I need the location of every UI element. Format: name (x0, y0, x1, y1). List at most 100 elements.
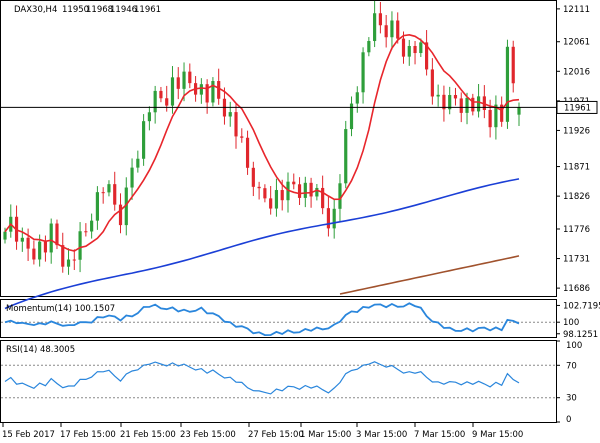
candle (147, 106, 151, 131)
candle (3, 227, 7, 244)
candle (240, 128, 244, 143)
candle (338, 174, 342, 222)
ohlc-close-label: 11961 (134, 5, 161, 15)
price-tick-label: 11686 (563, 284, 590, 294)
candle (107, 180, 111, 197)
time-tick-label: 23 Feb 15:00 (180, 430, 236, 440)
momentum-tick-label: 102.7195 (563, 301, 600, 311)
price-tick-label: 11776 (563, 225, 590, 235)
candle (430, 58, 434, 105)
rsi-line (4, 361, 520, 395)
candle (43, 235, 48, 262)
candle (188, 63, 192, 89)
candle (367, 37, 371, 57)
momentum-label: Momentum(14) 100.1507 (6, 304, 115, 314)
time-tick-label: 3 Mar 15:00 (356, 430, 407, 440)
rsi-tick-label: 0 (566, 415, 571, 425)
candle (257, 181, 261, 200)
sma-long-line (339, 255, 520, 295)
candle (419, 38, 423, 57)
momentum-line (4, 302, 520, 337)
candle (511, 40, 515, 93)
momentum-panel-frame (0, 299, 557, 338)
candle (72, 249, 76, 271)
candle (251, 161, 255, 197)
time-tick-label: 9 Mar 15:00 (472, 430, 523, 440)
candle (263, 184, 267, 203)
rsi-tick-label: 100 (566, 341, 582, 351)
price-tick-label: 11826 (563, 192, 590, 202)
candle (26, 228, 30, 261)
candle (130, 158, 134, 200)
main-price-axis: 1211112061120161197111926118711182611776… (556, 5, 598, 294)
candle (217, 68, 221, 105)
price-tick-label: 12016 (563, 67, 590, 77)
symbol-label: DAX30,H4 (14, 5, 57, 15)
candle (505, 39, 510, 129)
candle (66, 248, 71, 275)
rsi-tick-label: 30 (566, 394, 577, 404)
price-tick-label: 11731 (563, 255, 590, 265)
rsi-label: RSI(14) 48.3005 (6, 345, 75, 355)
candle (321, 175, 325, 215)
candle (355, 86, 359, 113)
candle (199, 78, 203, 104)
candle (413, 41, 417, 65)
candle (361, 47, 365, 104)
candle (170, 66, 175, 114)
candle (442, 85, 446, 122)
candle (384, 14, 388, 48)
main-panel-frame (0, 0, 557, 297)
candle (274, 178, 279, 217)
candle (425, 30, 429, 76)
candle (390, 11, 394, 50)
price-tick-label: 11871 (563, 163, 590, 173)
price-tick-label: 12111 (563, 5, 590, 15)
candle (292, 173, 296, 190)
candle (176, 67, 180, 100)
time-axis: 15 Feb 2017 17 Feb 15:00 21 Feb 15:00 23 Fe… (2, 423, 523, 440)
candle (205, 79, 209, 114)
candle (401, 31, 406, 64)
candle (153, 85, 157, 124)
candle (297, 177, 302, 206)
momentum-tick-label: 98.1251 (563, 330, 598, 340)
momentum-plot-area (1, 302, 556, 337)
momentum-tick-label: 100 (563, 318, 579, 328)
momentum-axis: 102.7195 100 98.1251 (556, 301, 600, 340)
candle (326, 196, 331, 237)
candle (471, 93, 475, 116)
candle (90, 213, 94, 239)
ohlc-low-label: 11946 (110, 5, 137, 15)
candle (436, 84, 440, 107)
candle (517, 102, 521, 126)
rsi-axis: 100 70 30 0 (556, 340, 582, 425)
candle (332, 198, 336, 239)
candle (303, 176, 307, 208)
candle (315, 184, 319, 201)
main-plot-area (1, 0, 556, 310)
candle (234, 102, 238, 149)
candle (396, 12, 400, 44)
candle (453, 87, 458, 106)
candle (407, 39, 411, 66)
candle (95, 186, 99, 230)
candle (476, 84, 481, 118)
last-price-label: 11961 (564, 103, 591, 113)
ohlc-high-label: 11968 (86, 5, 113, 15)
sma-short-line (4, 33, 520, 252)
last-price-box (556, 100, 598, 114)
candle (136, 150, 140, 173)
candle (101, 187, 105, 204)
candle (465, 92, 469, 125)
time-tick-label: 17 Feb 15:00 (60, 430, 116, 440)
candle (228, 101, 232, 127)
rsi-panel-frame (0, 340, 557, 423)
candle (378, 1, 382, 34)
time-tick-label: 27 Feb 15:00 (248, 430, 304, 440)
price-tick-label: 11926 (563, 126, 590, 136)
candle (245, 130, 250, 175)
time-tick-label: 21 Feb 15:00 (120, 430, 176, 440)
candle (269, 186, 273, 215)
